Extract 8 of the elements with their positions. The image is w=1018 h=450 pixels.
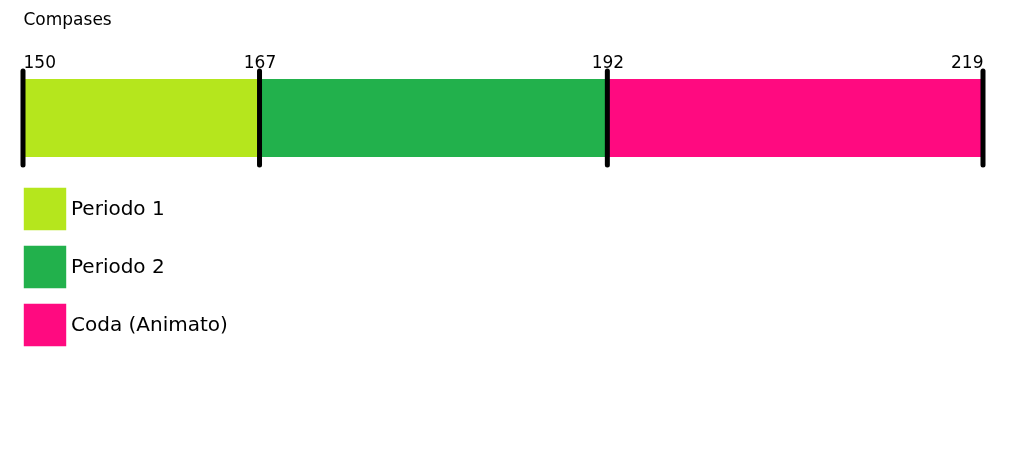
x-tick-label: 150 — [23, 51, 56, 72]
legend-label: Coda (Animato) — [71, 312, 228, 336]
x-tick-label: 192 — [591, 51, 625, 72]
x-tick-label: 167 — [243, 51, 277, 72]
x-tick-label: 219 — [951, 51, 984, 72]
legend-label: Periodo 2 — [71, 254, 165, 278]
legend-label: Periodo 1 — [71, 196, 165, 220]
x-axis-title: Compases — [23, 8, 112, 29]
